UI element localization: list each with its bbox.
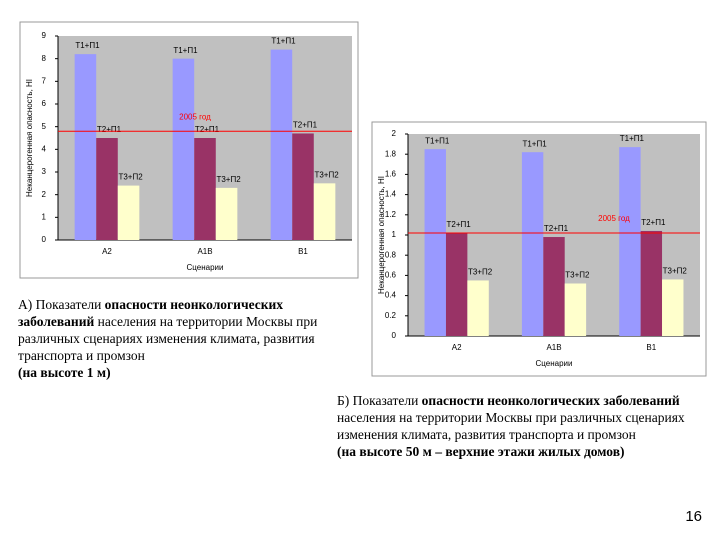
- y-tick-label: 1: [42, 212, 47, 221]
- y-tick-label: 1.8: [385, 149, 397, 158]
- bar-label: T1+П1: [271, 37, 296, 46]
- y-axis-label: Неканцерогенная опасность, HI: [25, 79, 34, 197]
- bar: [215, 187, 238, 240]
- bar: [313, 183, 336, 240]
- caption-bold: (на высоте 50 м – верхние этажи жилых до…: [337, 444, 625, 459]
- y-tick-label: 9: [42, 31, 47, 40]
- bar: [521, 152, 544, 336]
- bar: [640, 230, 663, 336]
- bar-label: T3+П2: [468, 268, 493, 277]
- x-tick-label: A1B: [546, 343, 561, 352]
- bar: [292, 133, 314, 240]
- bar-label: T3+П2: [663, 267, 688, 276]
- bar: [270, 49, 293, 240]
- y-tick-label: 1: [392, 230, 397, 239]
- x-tick-label: A1B: [197, 247, 212, 256]
- x-axis-label: Сценарии: [187, 263, 224, 272]
- bar-label: T1+П1: [173, 46, 198, 55]
- caption-text: Б) Показатели: [337, 393, 422, 408]
- x-tick-label: A2: [102, 247, 112, 256]
- x-tick-label: B1: [298, 247, 308, 256]
- y-tick-label: 4: [42, 144, 47, 153]
- y-tick-label: 6: [42, 99, 47, 108]
- y-tick-label: 2: [392, 129, 397, 138]
- bar-label: T1+П1: [620, 134, 645, 143]
- y-tick-label: 0.6: [385, 271, 397, 280]
- bar-label: T1+П1: [425, 136, 450, 145]
- caption-bold: опасности неонкологических заболеваний: [421, 393, 680, 408]
- y-tick-label: 1.4: [385, 190, 397, 199]
- bar-label: T2+П1: [293, 121, 318, 130]
- caption-bold: опасности неонкологических заболеваний: [18, 297, 284, 329]
- bar-label: T2+П1: [447, 220, 472, 229]
- reference-label: 2005 год: [598, 214, 630, 223]
- y-tick-label: 0: [392, 331, 397, 340]
- x-axis-label: Сценарии: [536, 359, 573, 368]
- bar: [424, 149, 446, 336]
- y-tick-label: 2: [42, 190, 47, 199]
- caption-text: населения на территории Москвы при разли…: [337, 410, 685, 442]
- caption-bold: (на высоте 1 м): [18, 365, 111, 380]
- bar-label: T1+П1: [522, 139, 547, 148]
- caption-b: Б) Показатели опасности неонкологических…: [337, 392, 697, 460]
- bar-label: T1+П1: [75, 41, 100, 50]
- caption-a: А) Показатели опасности неонкологических…: [18, 296, 358, 381]
- bar-label: T2+П1: [195, 125, 220, 134]
- bar-label: T2+П1: [544, 224, 569, 233]
- bar: [74, 54, 97, 241]
- y-tick-label: 5: [42, 122, 47, 131]
- y-tick-label: 1.2: [385, 210, 397, 219]
- y-tick-label: 8: [42, 54, 47, 63]
- bar: [117, 185, 140, 240]
- bar: [96, 138, 118, 240]
- bar: [543, 237, 565, 336]
- bar: [172, 58, 195, 240]
- y-tick-label: 0.8: [385, 250, 397, 259]
- y-tick-label: 7: [42, 76, 47, 85]
- bar-label: T3+П2: [216, 175, 241, 184]
- bar: [194, 138, 216, 240]
- x-tick-label: B1: [646, 343, 656, 352]
- bar: [445, 232, 468, 336]
- y-axis-label: Неканцерогенная опасность, HI: [377, 176, 386, 294]
- bar-label: T2+П1: [97, 125, 122, 134]
- y-tick-label: 3: [42, 167, 47, 176]
- y-tick-label: 0: [42, 235, 47, 244]
- y-tick-label: 0.4: [385, 291, 397, 300]
- bar-label: T2+П1: [641, 218, 666, 227]
- bar: [564, 283, 587, 336]
- reference-label: 2005 год: [179, 112, 211, 121]
- caption-text: населения на территории Москвы при разли…: [18, 314, 318, 363]
- bar: [619, 147, 641, 336]
- y-tick-label: 0.2: [385, 311, 397, 320]
- x-tick-label: A2: [452, 343, 462, 352]
- bar-label: T3+П2: [565, 271, 590, 280]
- bar-label: T3+П2: [118, 173, 143, 182]
- bar-label: T3+П2: [314, 170, 339, 179]
- bar: [467, 280, 489, 336]
- page-number: 16: [685, 508, 702, 525]
- y-tick-label: 1.6: [385, 170, 397, 179]
- caption-text: А) Показатели: [18, 297, 105, 312]
- bar: [662, 279, 684, 336]
